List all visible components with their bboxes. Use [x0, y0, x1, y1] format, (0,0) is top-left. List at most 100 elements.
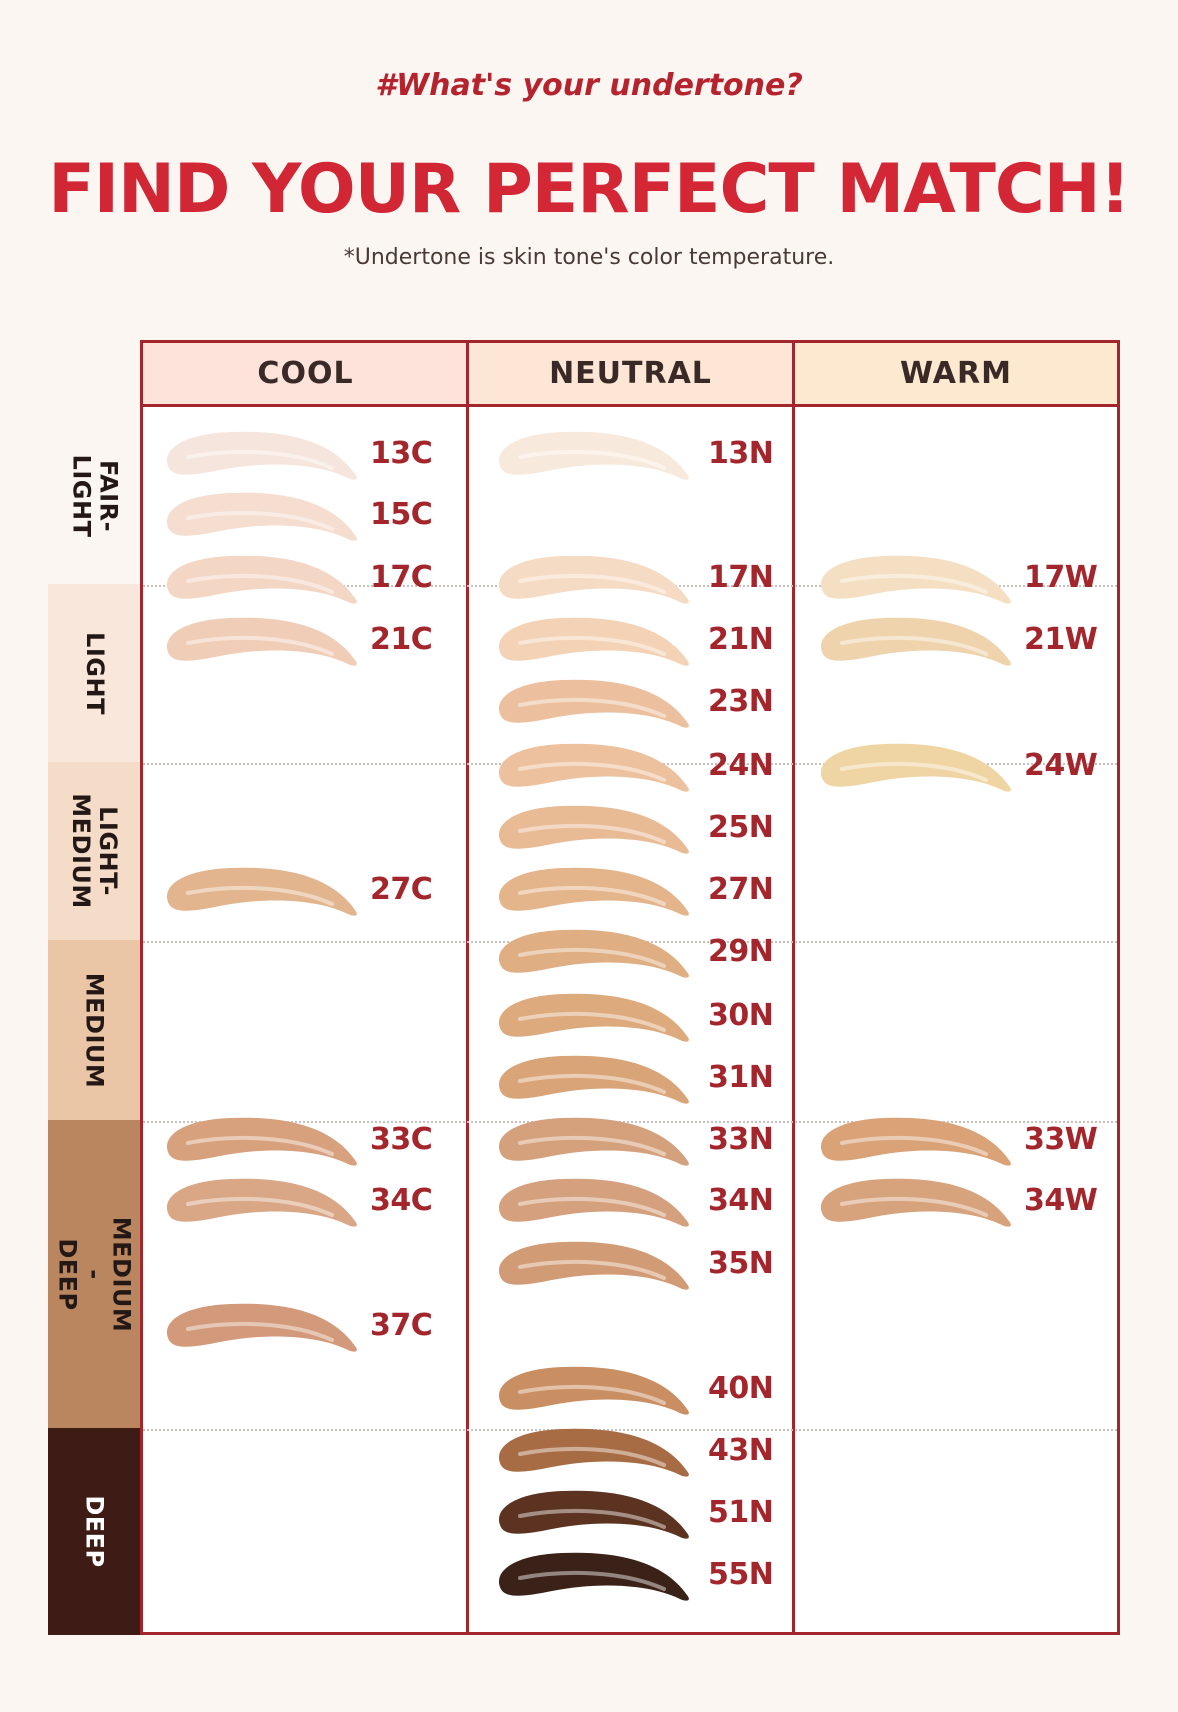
skin-depth-bar: FAIR- LIGHT LIGHT LIGHT- MEDIUM MEDIUM M… — [48, 408, 140, 1635]
shade-row: 15C — [160, 485, 470, 547]
column-divider — [792, 340, 795, 1635]
column-divider — [466, 340, 469, 1635]
shade-label: 33W — [1024, 1122, 1098, 1157]
shade-row: 21W — [814, 610, 1124, 672]
shade-swatch — [166, 555, 357, 604]
shade-row: 33N — [492, 1110, 802, 1172]
tone-segment-medium-deep: MEDIUM - DEEP — [48, 1120, 140, 1428]
shade-row: 31N — [492, 1048, 802, 1110]
shade-label: 34W — [1024, 1183, 1098, 1218]
tagline: #What's your undertone? — [375, 68, 803, 103]
shade-label: 24W — [1024, 748, 1098, 783]
shade-label: 35N — [708, 1246, 774, 1281]
shade-label: 13N — [708, 436, 774, 471]
column-label: COOL — [257, 356, 354, 391]
shade-row: 33W — [814, 1110, 1124, 1172]
shade-swatch — [498, 431, 689, 480]
shade-swatch — [820, 1117, 1011, 1166]
shade-swatch — [166, 1303, 357, 1352]
shade-swatch — [166, 492, 357, 541]
shade-label: 27N — [708, 872, 774, 907]
shade-swatch — [498, 1117, 689, 1166]
shade-label: 21W — [1024, 622, 1098, 657]
tone-label: MEDIUM - DEEP — [53, 1216, 136, 1332]
shade-row: 40N — [492, 1359, 802, 1421]
column-header-warm: WARM — [795, 343, 1117, 407]
shade-row: 30N — [492, 986, 802, 1048]
shade-swatch — [498, 929, 689, 978]
tone-label: LIGHT — [80, 631, 109, 715]
shade-label: 34N — [708, 1183, 774, 1218]
headline-part-2: PERFECT MATCH! — [482, 150, 1131, 229]
shade-label: 31N — [708, 1060, 774, 1095]
shade-swatch — [498, 1428, 689, 1477]
column-header-neutral: NEUTRAL — [469, 343, 792, 407]
shade-label: 29N — [708, 934, 774, 969]
shade-label: 25N — [708, 810, 774, 845]
tone-segment-medium: MEDIUM — [48, 940, 140, 1120]
shade-row: 21N — [492, 610, 802, 672]
tone-segment-fair-light: FAIR- LIGHT — [48, 408, 140, 584]
shade-label: 51N — [708, 1495, 774, 1530]
column-header-cool: COOL — [143, 343, 468, 407]
shade-row: 24N — [492, 736, 802, 798]
shade-row: 27N — [492, 860, 802, 922]
shade-row: 17C — [160, 548, 470, 610]
shade-swatch — [166, 1178, 357, 1227]
shade-label: 17N — [708, 560, 774, 595]
shade-label: 21N — [708, 622, 774, 657]
tone-label: LIGHT- MEDIUM — [67, 793, 122, 909]
shade-swatch — [820, 743, 1011, 792]
shade-swatch — [498, 1241, 689, 1290]
shade-label: 34C — [370, 1183, 433, 1218]
shade-label: 30N — [708, 998, 774, 1033]
headline: FIND YOUR PERFECT MATCH! — [0, 150, 1178, 229]
shade-row: 33C — [160, 1110, 470, 1172]
shade-label: 43N — [708, 1433, 774, 1468]
shade-swatch — [498, 617, 689, 666]
column-label: NEUTRAL — [549, 356, 712, 391]
shade-row: 25N — [492, 798, 802, 860]
shade-swatch — [498, 743, 689, 792]
shade-swatch — [166, 1117, 357, 1166]
column-label: WARM — [900, 356, 1012, 391]
shade-swatch — [498, 1366, 689, 1415]
shade-row: 17W — [814, 548, 1124, 610]
shade-row: 37C — [160, 1296, 470, 1358]
shade-row: 24W — [814, 736, 1124, 798]
shade-label: 27C — [370, 872, 433, 907]
shade-label: 23N — [708, 684, 774, 719]
shade-swatch — [820, 555, 1011, 604]
shade-swatch — [498, 993, 689, 1042]
row-divider — [143, 1429, 1117, 1431]
shade-label: 24N — [708, 748, 774, 783]
shade-label: 33N — [708, 1122, 774, 1157]
tone-label: DEEP — [80, 1495, 109, 1568]
shade-swatch — [820, 1178, 1011, 1227]
shade-row: 17N — [492, 548, 802, 610]
shade-label: 37C — [370, 1308, 433, 1343]
shade-label: 15C — [370, 497, 433, 532]
tone-segment-deep: DEEP — [48, 1428, 140, 1635]
shade-row: 34W — [814, 1171, 1124, 1233]
shade-row: 43N — [492, 1421, 802, 1483]
shade-row: 34C — [160, 1171, 470, 1233]
shade-label: 21C — [370, 622, 433, 657]
shade-swatch — [498, 805, 689, 854]
shade-swatch — [498, 1490, 689, 1539]
shade-row: 23N — [492, 672, 802, 734]
shade-label: 33C — [370, 1122, 433, 1157]
shade-row: 51N — [492, 1483, 802, 1545]
shade-swatch — [498, 867, 689, 916]
shade-swatch — [498, 1178, 689, 1227]
shade-row: 29N — [492, 922, 802, 984]
shade-row: 13C — [160, 424, 470, 486]
shade-label: 17W — [1024, 560, 1098, 595]
shade-label: 40N — [708, 1371, 774, 1406]
shade-swatch — [166, 867, 357, 916]
shade-swatch — [166, 617, 357, 666]
shade-label: 17C — [370, 560, 433, 595]
tone-segment-light-medium: LIGHT- MEDIUM — [48, 762, 140, 940]
shade-row: 13N — [492, 424, 802, 486]
undertone-note: *Undertone is skin tone's color temperat… — [343, 245, 835, 270]
